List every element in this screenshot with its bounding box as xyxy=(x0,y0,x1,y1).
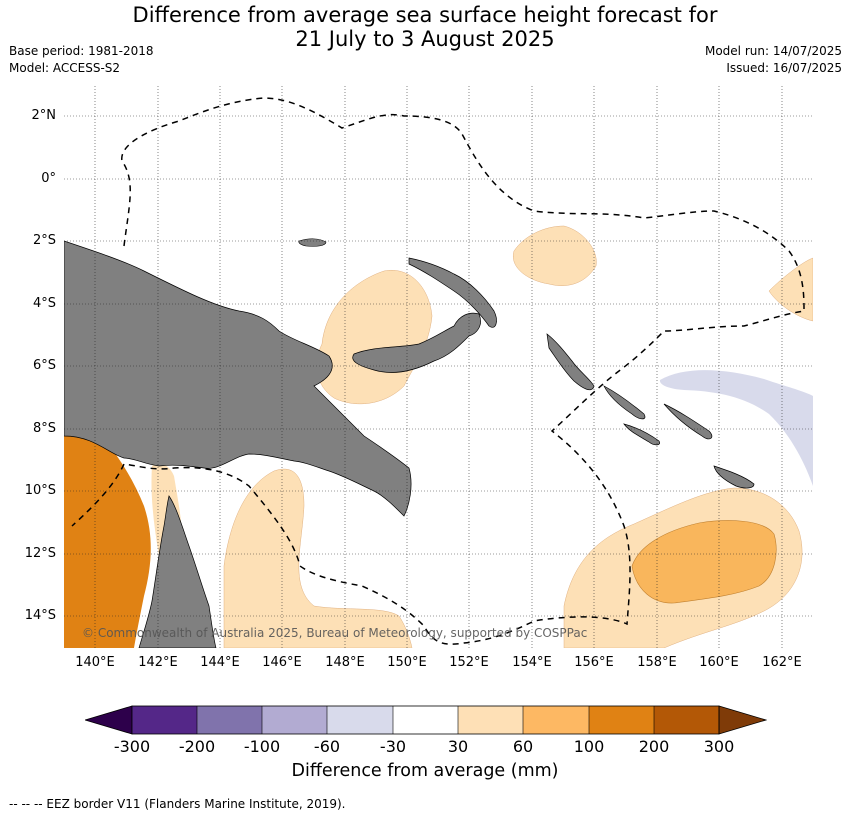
land-cape-york xyxy=(138,495,217,648)
colorbar-segment-6 xyxy=(458,706,523,734)
lon-label-144e: 144°E xyxy=(200,655,240,670)
colorbar-tick: 30 xyxy=(447,737,469,756)
lon-label-156e: 156°E xyxy=(574,655,614,670)
lon-label-140e: 140°E xyxy=(75,655,115,670)
colorbar-segment-2 xyxy=(197,706,262,734)
colorbar-tick: -30 xyxy=(379,737,407,756)
lat-label-12s: 12°S xyxy=(24,546,56,561)
lon-label-142e: 142°E xyxy=(138,655,178,670)
colorbar-tick: 100 xyxy=(573,737,605,756)
colorbar-segment-1 xyxy=(132,706,197,734)
colorbar-tick: -60 xyxy=(313,737,341,756)
anomaly-region-60-100 xyxy=(631,520,777,604)
issued-date: Issued: 16/07/2025 xyxy=(726,61,842,75)
lon-label-154e: 154°E xyxy=(512,655,552,670)
lat-label-2n: 2°N xyxy=(31,108,57,123)
copyright-notice: © Commonwealth of Australia 2025, Bureau… xyxy=(82,626,588,640)
title-line-2: 21 July to 3 August 2025 xyxy=(295,27,555,51)
model-run: Model run: 14/07/2025 xyxy=(704,44,842,58)
lat-label-10s: 10°S xyxy=(24,483,56,498)
eez-legend: -- -- -- EEZ border V11 (Flanders Marine… xyxy=(9,797,346,811)
colorbar-arrow-right xyxy=(718,705,767,735)
land-new-britain xyxy=(352,312,481,373)
colorbar-segment-4 xyxy=(327,706,393,734)
colorbar-tick: -200 xyxy=(178,737,216,756)
meta-right: Model run: 14/07/2025 Issued: 16/07/2025 xyxy=(705,43,842,77)
negative-anomaly-region xyxy=(659,370,813,486)
colorbar-outline xyxy=(131,705,720,735)
map-svg xyxy=(64,86,813,648)
colorbar-tick: -300 xyxy=(113,737,151,756)
anomaly-region-central xyxy=(316,269,433,405)
land-new-guinea xyxy=(64,240,412,517)
land-new-ireland xyxy=(408,257,497,328)
model-name: Model: ACCESS-S2 xyxy=(9,61,121,75)
colorbar-ticks: -300 -200 -100 -60 -30 30 60 100 200 300 xyxy=(0,737,850,757)
colorbar-dividers xyxy=(196,706,655,734)
anomaly-region-north xyxy=(512,225,597,286)
lat-label-0: 0° xyxy=(41,171,56,186)
meta-left: Base period: 1981-2018 Model: ACCESS-S2 xyxy=(9,43,154,77)
chart-title: Difference from average sea surface heig… xyxy=(0,3,850,51)
lat-label-2s: 2°S xyxy=(32,233,56,248)
colorbar-segment-5 xyxy=(393,706,458,734)
colorbar-label: Difference from average (mm) xyxy=(291,761,559,781)
colorbar-tick: -100 xyxy=(243,737,281,756)
lat-label-8s: 8°S xyxy=(32,421,56,436)
anomaly-region-east xyxy=(768,257,813,322)
land-bougainville xyxy=(546,333,595,391)
lon-label-158e: 158°E xyxy=(637,655,677,670)
base-period: Base period: 1981-2018 xyxy=(9,44,154,58)
eez-border xyxy=(71,97,805,645)
land-solomons-4 xyxy=(713,465,755,489)
anomaly-region-100-200 xyxy=(64,426,151,648)
land-solomons-3 xyxy=(623,423,660,446)
lon-label-146e: 146°E xyxy=(262,655,302,670)
title-line-1: Difference from average sea surface heig… xyxy=(132,3,718,27)
graticule xyxy=(64,86,813,648)
lat-label-6s: 6°S xyxy=(32,358,56,373)
colorbar xyxy=(85,705,767,735)
lon-label-162e: 162°E xyxy=(762,655,802,670)
lat-label-14s: 14°S xyxy=(24,608,56,623)
lon-label-148e: 148°E xyxy=(325,655,365,670)
colorbar-segment-9 xyxy=(654,706,719,734)
colorbar-segment-7 xyxy=(523,706,589,734)
land-solomons-1 xyxy=(603,385,646,420)
colorbar-arrow-left xyxy=(85,705,133,735)
colorbar-segment-8 xyxy=(589,706,654,734)
lon-label-160e: 160°E xyxy=(699,655,739,670)
lat-label-4s: 4°S xyxy=(32,296,56,311)
colorbar-tick: 300 xyxy=(703,737,735,756)
map-panel xyxy=(64,86,813,648)
land-manus xyxy=(298,238,327,247)
lon-label-150e: 150°E xyxy=(387,655,427,670)
lon-label-152e: 152°E xyxy=(449,655,489,670)
colorbar-segment-3 xyxy=(262,706,327,734)
land-solomons-2 xyxy=(663,403,713,440)
colorbar-tick: 60 xyxy=(512,737,534,756)
colorbar-tick: 200 xyxy=(638,737,670,756)
